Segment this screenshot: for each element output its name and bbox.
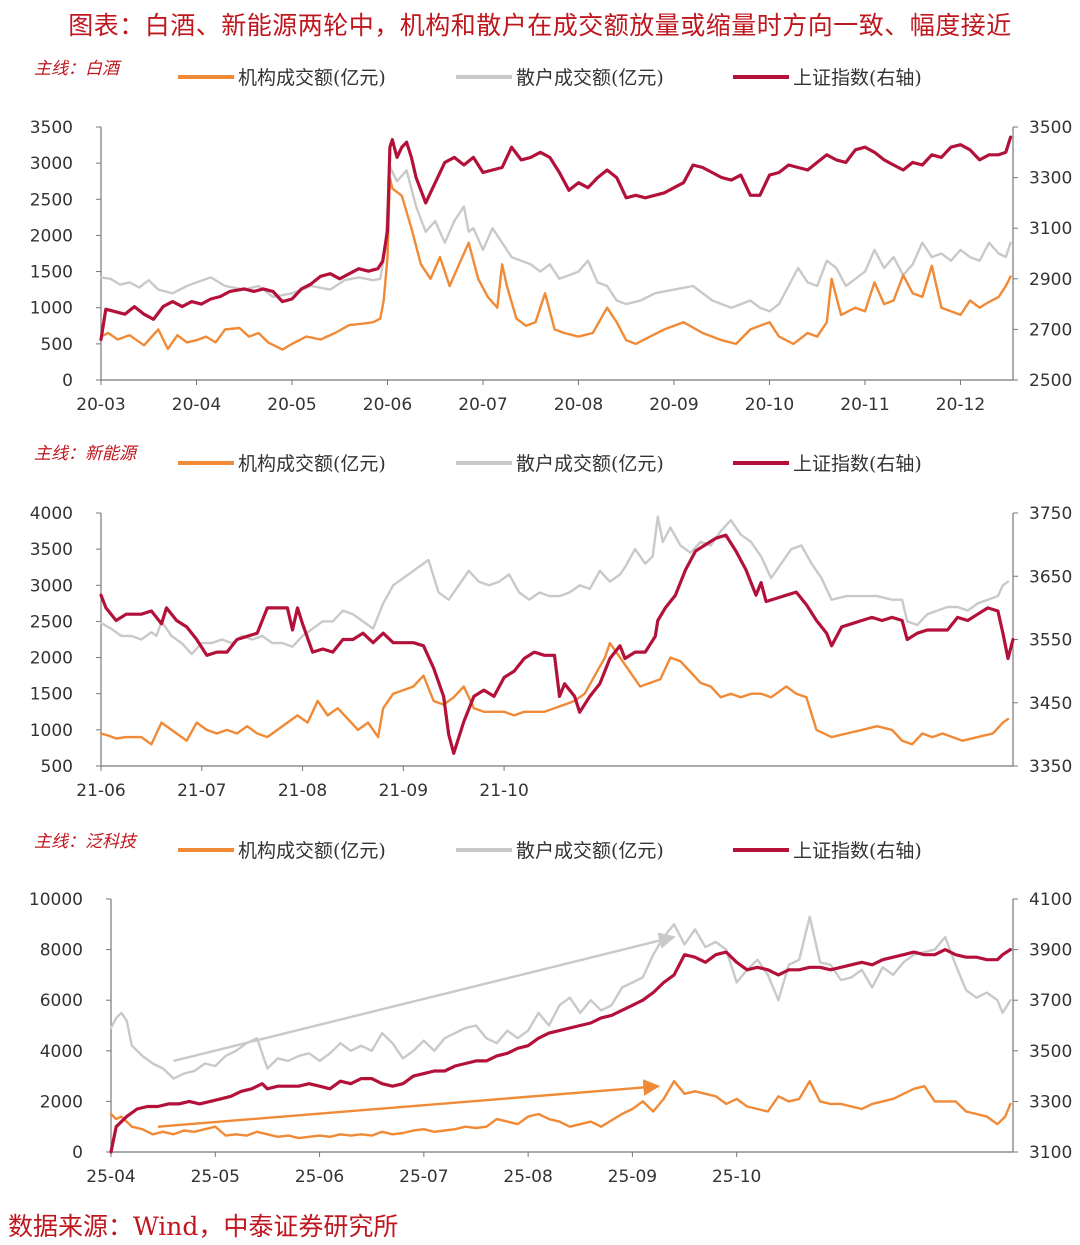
- panel1-y2-tick-label: 3500: [1029, 118, 1072, 138]
- panel2-x-tick-label: 21-09: [379, 781, 428, 801]
- panel2-series-inst: [99, 641, 1010, 746]
- panel1-x-tick-label: 20-07: [458, 395, 507, 415]
- panel3-y-tick-label: 2000: [40, 1092, 83, 1112]
- panel2-x-tick-label: 21-10: [479, 781, 528, 801]
- panel1-series-retail: [99, 165, 1012, 313]
- panel2-y-tick-label: 4000: [30, 504, 73, 524]
- panel2-y-tick-label: 1000: [30, 721, 73, 741]
- panel1-y-tick-label: 3000: [30, 154, 73, 174]
- panel1-y2-tick-label: 2500: [1029, 371, 1072, 391]
- panel1-legend-label-inst: 机构成交额(亿元): [238, 67, 386, 89]
- panel3-series-inst: [109, 1080, 1012, 1140]
- panel1-label: 主线：白酒: [34, 59, 122, 79]
- panel2-y-tick-label: 1500: [30, 685, 73, 705]
- panel3-label: 主线：泛科技: [34, 832, 138, 852]
- panel1-y2-tick-label: 3100: [1029, 219, 1072, 239]
- panel3-legend-label-inst: 机构成交额(亿元): [238, 840, 386, 862]
- panel3-x-tick-label: 25-10: [712, 1167, 761, 1187]
- figure-title: 图表：白酒、新能源两轮中，机构和散户在成交额放量或缩量时方向一致、幅度接近: [68, 11, 1012, 40]
- panel2-y2-tick-label: 3550: [1029, 631, 1072, 651]
- panel2-y-tick-label: 3000: [30, 576, 73, 596]
- panel2-legend-label-retail: 散户成交额(亿元): [516, 453, 664, 475]
- panel3-y2-tick-label: 3500: [1029, 1042, 1072, 1062]
- panel2-y-tick-label: 2000: [30, 649, 73, 669]
- panel1-y-tick-label: 0: [62, 371, 73, 391]
- panel3-x-tick-label: 25-08: [503, 1167, 552, 1187]
- panel1-y2-tick-label: 2700: [1029, 320, 1072, 340]
- panel1-y2-tick-label: 3300: [1029, 169, 1072, 189]
- panel3-y-tick-label: 8000: [40, 941, 83, 961]
- panel1-y-tick-label: 2000: [30, 226, 73, 246]
- panel2-y2-tick-label: 3350: [1029, 757, 1072, 777]
- panel3-x-tick-label: 25-09: [608, 1167, 657, 1187]
- panel1-y-tick-label: 1000: [30, 299, 73, 319]
- panel2-series-retail: [99, 515, 1010, 656]
- panel2-series-index: [99, 533, 1015, 755]
- panel3-y2-tick-label: 3900: [1029, 941, 1072, 961]
- panel1-y-tick-label: 500: [41, 335, 73, 355]
- panel2-y2-tick-label: 3750: [1029, 504, 1072, 524]
- panel1-y-tick-label: 3500: [30, 118, 73, 138]
- panel2-y2-tick-label: 3650: [1029, 567, 1072, 587]
- source-note: 数据来源：Wind，中泰证券研究所: [8, 1212, 399, 1241]
- panel2-legend-label-index: 上证指数(右轴): [793, 453, 922, 475]
- panel2-y-tick-label: 2500: [30, 612, 73, 632]
- panel1-y-tick-label: 2500: [30, 190, 73, 210]
- panel1-series-inst: [99, 176, 1012, 351]
- panel3-series-retail: [109, 915, 1012, 1080]
- panel1-x-tick-label: 20-05: [267, 395, 316, 415]
- panel3-x-tick-label: 25-04: [86, 1167, 135, 1187]
- panel1-x-tick-label: 20-04: [172, 395, 221, 415]
- panel2-x-tick-label: 21-06: [76, 781, 125, 801]
- panel3-x-tick-label: 25-05: [191, 1167, 240, 1187]
- panel1-x-tick-label: 20-06: [363, 395, 412, 415]
- panel3-y-tick-label: 6000: [40, 991, 83, 1011]
- panel3-legend-label-retail: 散户成交额(亿元): [516, 840, 664, 862]
- panel3-trend-arrow-retail: [173, 932, 676, 1063]
- panel1-legend-label-index: 上证指数(右轴): [793, 67, 922, 89]
- panel1-x-tick-label: 20-08: [554, 395, 603, 415]
- panel1-y-tick-label: 1500: [30, 263, 73, 283]
- panel3-legend-label-index: 上证指数(右轴): [793, 840, 922, 862]
- panel3-series-index: [109, 948, 1012, 1154]
- panel1-x-tick-label: 20-11: [840, 395, 889, 415]
- panel3-y-tick-label: 10000: [29, 890, 83, 910]
- panel2-y2-tick-label: 3450: [1029, 694, 1072, 714]
- panel3-y2-tick-label: 4100: [1029, 890, 1072, 910]
- panel3-y-tick-label: 0: [72, 1143, 83, 1163]
- panel1-legend-label-retail: 散户成交额(亿元): [516, 67, 664, 89]
- panel3-y2-tick-label: 3100: [1029, 1143, 1072, 1163]
- panel2-y-tick-label: 500: [41, 757, 73, 777]
- panel2-legend-label-inst: 机构成交额(亿元): [238, 453, 386, 475]
- panel3-y-tick-label: 4000: [40, 1042, 83, 1062]
- panel3-y2-tick-label: 3300: [1029, 1092, 1072, 1112]
- panel1-series-index: [99, 135, 1013, 342]
- panel1-y2-tick-label: 2900: [1029, 270, 1072, 290]
- panel3-x-tick-label: 25-06: [295, 1167, 344, 1187]
- panel3-trend-arrow-inst: [157, 1079, 661, 1128]
- panel2-label: 主线：新能源: [34, 444, 139, 464]
- panel1-x-tick-label: 20-09: [649, 395, 698, 415]
- panel3-y2-tick-label: 3700: [1029, 991, 1072, 1011]
- panel2-x-tick-label: 21-07: [177, 781, 226, 801]
- panel3-x-tick-label: 25-07: [399, 1167, 448, 1187]
- panel1-x-tick-label: 20-12: [936, 395, 985, 415]
- panel1-x-tick-label: 20-03: [76, 395, 125, 415]
- panel1-x-tick-label: 20-10: [745, 395, 794, 415]
- panel2-x-tick-label: 21-08: [278, 781, 327, 801]
- panel2-y-tick-label: 3500: [30, 540, 73, 560]
